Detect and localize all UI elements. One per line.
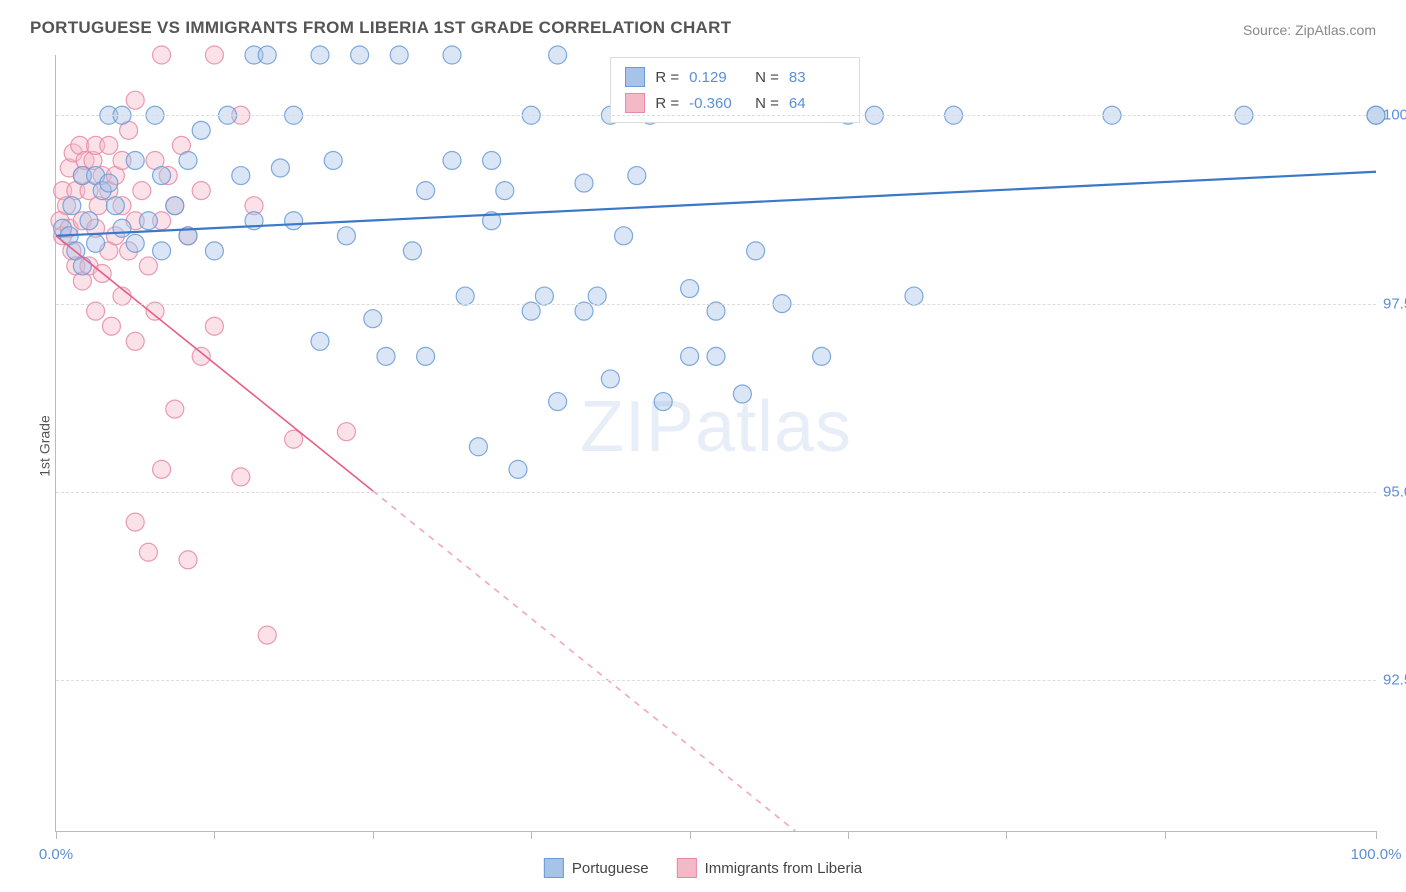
- gridline-h: [56, 680, 1376, 681]
- series-legend: Portuguese Immigrants from Liberia: [544, 858, 862, 878]
- chart-title: PORTUGUESE VS IMMIGRANTS FROM LIBERIA 1S…: [30, 18, 731, 38]
- y-axis-label: 1st Grade: [37, 415, 53, 476]
- r-value-portuguese: 0.129: [689, 69, 745, 86]
- xtick-label: 0.0%: [39, 846, 73, 863]
- stats-legend: R = 0.129 N = 83 R = -0.360 N = 64: [610, 57, 860, 123]
- gridline-h: [56, 492, 1376, 493]
- n-value-liberia: 64: [789, 95, 845, 112]
- n-label: N =: [755, 95, 779, 112]
- swatch-portuguese-icon: [544, 858, 564, 878]
- gridline-h: [56, 115, 1376, 116]
- legend-item-liberia: Immigrants from Liberia: [677, 858, 863, 878]
- scatter-svg: [56, 55, 1376, 831]
- r-label: R =: [655, 95, 679, 112]
- xtick: [531, 831, 532, 839]
- xtick-label: 100.0%: [1351, 846, 1402, 863]
- xtick: [1006, 831, 1007, 839]
- ytick-label: 95.0%: [1383, 483, 1406, 500]
- xtick: [214, 831, 215, 839]
- legend-label-portuguese: Portuguese: [572, 860, 649, 877]
- source-label: Source: ZipAtlas.com: [1243, 22, 1376, 38]
- xtick: [56, 831, 57, 839]
- stats-row-liberia: R = -0.360 N = 64: [625, 90, 845, 116]
- swatch-liberia: [625, 93, 645, 113]
- n-label: N =: [755, 69, 779, 86]
- legend-label-liberia: Immigrants from Liberia: [705, 860, 863, 877]
- swatch-portuguese: [625, 67, 645, 87]
- xtick: [373, 831, 374, 839]
- ytick-label: 97.5%: [1383, 295, 1406, 312]
- r-label: R =: [655, 69, 679, 86]
- legend-item-portuguese: Portuguese: [544, 858, 649, 878]
- n-value-portuguese: 83: [789, 69, 845, 86]
- ytick-label: 92.5%: [1383, 672, 1406, 689]
- xtick: [848, 831, 849, 839]
- ytick-label: 100.0%: [1383, 107, 1406, 124]
- xtick: [1376, 831, 1377, 839]
- gridline-h: [56, 304, 1376, 305]
- xtick: [690, 831, 691, 839]
- chart-plot-area: ZIPatlas R = 0.129 N = 83 R = -0.360 N =…: [55, 55, 1376, 832]
- xtick: [1165, 831, 1166, 839]
- swatch-liberia-icon: [677, 858, 697, 878]
- stats-row-portuguese: R = 0.129 N = 83: [625, 64, 845, 90]
- r-value-liberia: -0.360: [689, 95, 745, 112]
